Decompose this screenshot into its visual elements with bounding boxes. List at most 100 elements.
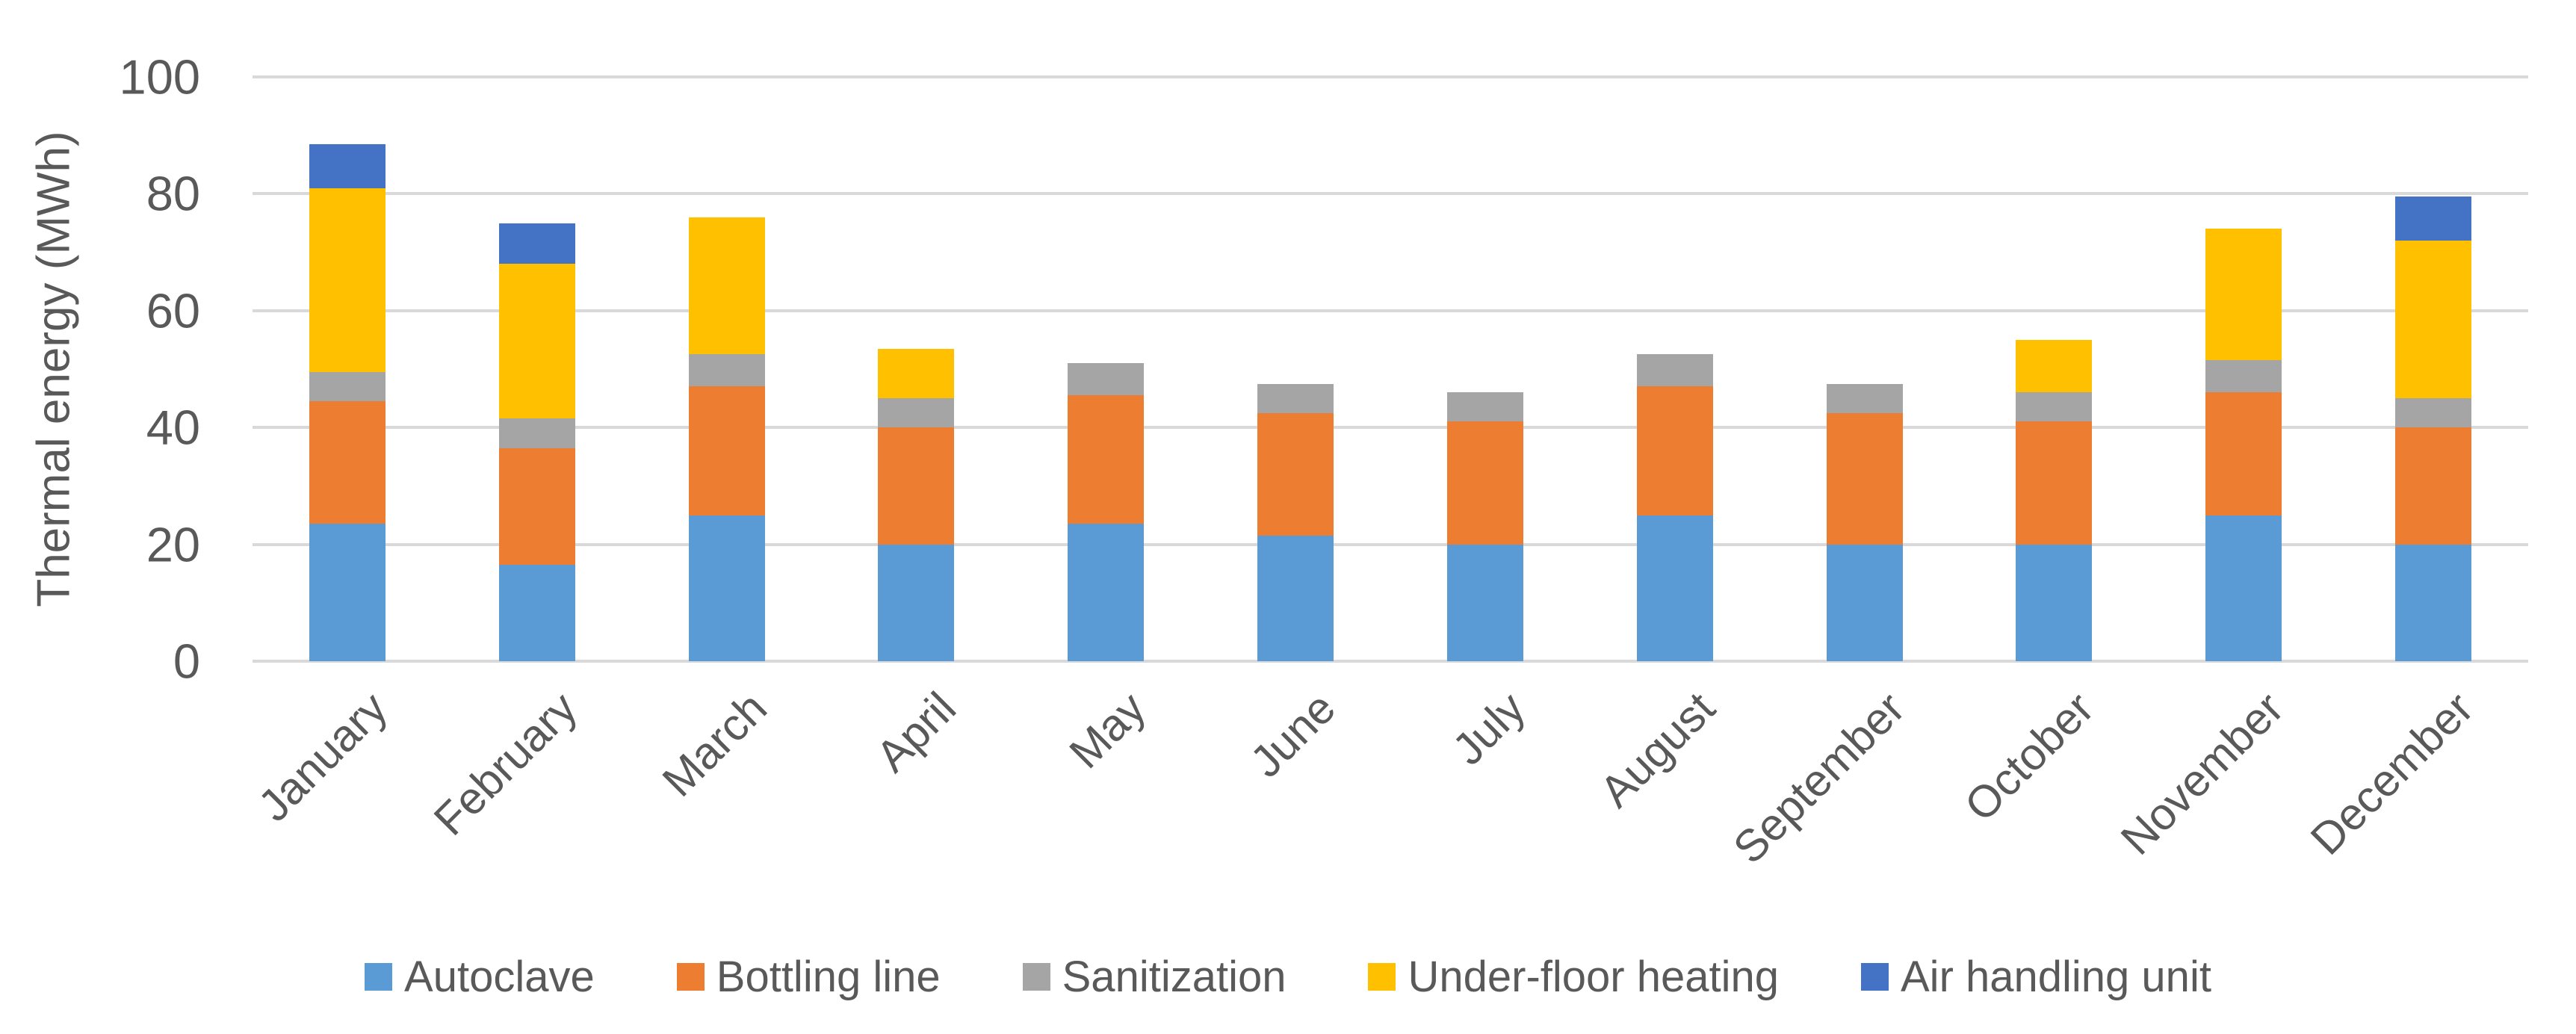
gridline-0: [253, 660, 2528, 663]
bar-segment-september-autoclave: [1826, 544, 1903, 661]
x-label-february: February: [424, 682, 586, 845]
x-label-august: August: [1590, 682, 1724, 817]
bar-segment-april-autoclave: [878, 544, 955, 661]
gridline-100: [253, 75, 2528, 78]
legend-item-sanitization: Sanitization: [1022, 952, 1287, 1002]
bar-november: [2205, 77, 2282, 661]
bar-segment-february-bottling-line: [498, 448, 575, 565]
x-label-september: September: [1723, 682, 1914, 873]
bar-segment-august-autoclave: [1636, 515, 1713, 661]
y-tick-label-60: 60: [146, 283, 200, 338]
x-label-april: April: [867, 682, 966, 781]
bar-segment-august-sanitization: [1636, 354, 1713, 387]
y-tick-label-20: 20: [146, 517, 200, 572]
bar-segment-june-autoclave: [1257, 535, 1334, 661]
bar-segment-october-sanitization: [2016, 392, 2093, 422]
x-label-november: November: [2111, 682, 2294, 864]
x-label-january: January: [248, 682, 397, 832]
bar-segment-december-autoclave: [2395, 544, 2472, 661]
bar-segment-march-bottling-line: [688, 386, 765, 516]
legend-label-air-handling-unit: Air handling unit: [1901, 952, 2211, 1001]
bar-segment-may-bottling-line: [1068, 395, 1145, 524]
bar-segment-november-sanitization: [2205, 360, 2282, 393]
bar-segment-february-autoclave: [498, 564, 575, 661]
bar-segment-july-bottling-line: [1446, 421, 1523, 545]
legend-item-autoclave: Autoclave: [365, 952, 595, 1002]
bar-segment-may-sanitization: [1068, 363, 1145, 396]
bar-segment-december-under-floor-heating: [2395, 240, 2472, 399]
bar-segment-february-sanitization: [498, 418, 575, 448]
bar-segment-november-bottling-line: [2205, 392, 2282, 516]
bar-segment-june-bottling-line: [1257, 412, 1334, 536]
bar-july: [1446, 77, 1523, 661]
bar-segment-december-sanitization: [2395, 398, 2472, 428]
bar-segment-april-bottling-line: [878, 427, 955, 545]
legend-item-air-handling-unit: Air handling unit: [1861, 952, 2211, 1002]
legend-label-bottling-line: Bottling line: [716, 952, 941, 1001]
bar-october: [2016, 77, 2093, 661]
y-tick-label-0: 0: [173, 634, 200, 689]
bar-segment-march-autoclave: [688, 515, 765, 661]
legend-swatch-autoclave: [365, 962, 393, 991]
gridline-40: [253, 426, 2528, 430]
bar-segment-january-air-handling-unit: [309, 143, 386, 188]
bar-segment-january-autoclave: [309, 524, 386, 661]
gridline-20: [253, 542, 2528, 546]
bar-december: [2395, 77, 2472, 661]
bar-segment-january-sanitization: [309, 371, 386, 402]
x-label-december: December: [2301, 682, 2483, 864]
bar-segment-november-under-floor-heating: [2205, 229, 2282, 361]
bar-segment-december-air-handling-unit: [2395, 196, 2472, 241]
legend-item-under-floor-heating: Under-floor heating: [1368, 952, 1779, 1002]
bar-segment-july-autoclave: [1446, 544, 1523, 661]
bar-june: [1257, 77, 1334, 661]
legend-label-under-floor-heating: Under-floor heating: [1408, 952, 1779, 1001]
plot-area: [253, 75, 2528, 663]
legend-swatch-bottling-line: [676, 962, 705, 991]
bar-segment-april-sanitization: [878, 398, 955, 428]
x-label-march: March: [652, 682, 776, 806]
bar-segment-november-autoclave: [2205, 515, 2282, 661]
bar-segment-january-bottling-line: [309, 401, 386, 524]
y-tick-label-100: 100: [119, 49, 200, 105]
bar-segment-august-bottling-line: [1636, 386, 1713, 516]
bar-segment-february-air-handling-unit: [498, 223, 575, 264]
bar-segment-december-bottling-line: [2395, 427, 2472, 545]
x-label-july: July: [1443, 682, 1535, 775]
bar-april: [878, 77, 955, 661]
bar-segment-september-bottling-line: [1826, 412, 1903, 545]
bar-march: [688, 77, 765, 661]
bar-segment-february-under-floor-heating: [498, 264, 575, 419]
bar-segment-october-autoclave: [2016, 544, 2093, 661]
bar-segment-april-under-floor-heating: [878, 348, 955, 399]
bar-segment-july-sanitization: [1446, 392, 1523, 422]
legend-swatch-under-floor-heating: [1368, 962, 1396, 991]
legend-swatch-sanitization: [1022, 962, 1050, 991]
bar-segment-march-sanitization: [688, 354, 765, 387]
legend-label-autoclave: Autoclave: [404, 952, 595, 1001]
y-tick-label-80: 80: [146, 166, 200, 221]
bar-august: [1636, 77, 1713, 661]
bar-segment-june-sanitization: [1257, 383, 1334, 413]
bar-segment-january-under-floor-heating: [309, 188, 386, 372]
y-tick-label-40: 40: [146, 400, 200, 455]
gridline-80: [253, 192, 2528, 196]
x-label-june: June: [1240, 682, 1346, 787]
bar-segment-september-sanitization: [1826, 383, 1903, 413]
x-label-may: May: [1059, 682, 1156, 778]
legend-item-bottling-line: Bottling line: [676, 952, 941, 1002]
bar-segment-may-autoclave: [1068, 524, 1145, 661]
bar-september: [1826, 77, 1903, 661]
x-label-october: October: [1955, 682, 2104, 832]
bar-segment-march-under-floor-heating: [688, 217, 765, 355]
legend-swatch-air-handling-unit: [1861, 962, 1889, 991]
bar-february: [498, 77, 575, 661]
bar-segment-october-bottling-line: [2016, 421, 2093, 545]
gridline-60: [253, 309, 2528, 312]
bar-segment-october-under-floor-heating: [2016, 339, 2093, 393]
bar-may: [1068, 77, 1145, 661]
bar-january: [309, 77, 386, 661]
legend-label-sanitization: Sanitization: [1062, 952, 1287, 1001]
legend: Autoclave Bottling line Sanitization Under-…: [0, 943, 2576, 1010]
